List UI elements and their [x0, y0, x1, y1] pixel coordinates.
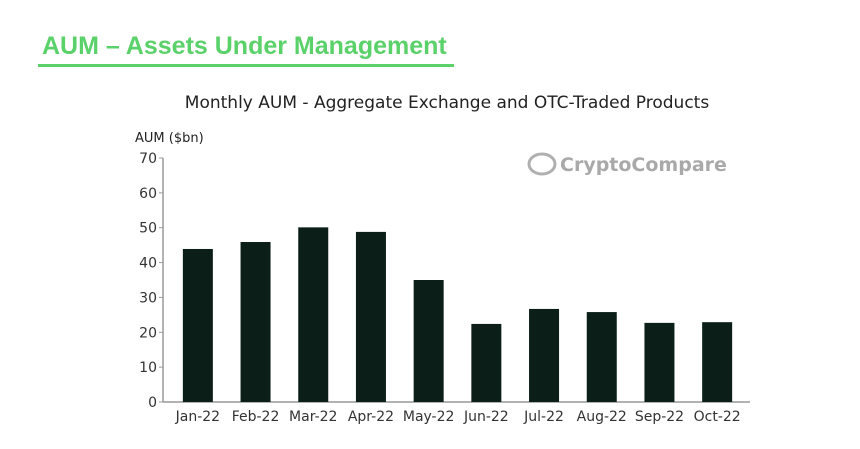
chart-icon: [527, 152, 557, 176]
y-tick-label: 60: [139, 186, 157, 202]
bar-Oct-22: [702, 322, 733, 402]
x-tick-label: Aug-22: [577, 409, 627, 425]
x-tick-label: Jul-22: [523, 409, 564, 425]
watermark-text: CryptoCompare: [560, 154, 727, 176]
x-tick-label: Oct-22: [694, 409, 741, 425]
x-tick-label: Mar-22: [289, 409, 337, 425]
bar-Jul-22: [529, 308, 560, 402]
y-tick-label: 50: [139, 221, 157, 237]
y-tick-label: 30: [139, 290, 157, 306]
watermark-logo: CryptoCompare: [527, 152, 727, 176]
chart-title: Monthly AUM - Aggregate Exchange and OTC…: [185, 93, 710, 113]
y-tick-label: 40: [139, 256, 157, 272]
y-tick-label: 0: [148, 395, 157, 411]
x-tick-label: Sep-22: [635, 409, 684, 425]
x-tick-label: Jun-22: [463, 409, 509, 425]
bar-Jan-22: [182, 248, 213, 402]
bar-Sep-22: [644, 322, 675, 402]
x-tick-label: Apr-22: [348, 409, 394, 425]
y-tick-label: 20: [139, 325, 157, 341]
bar-May-22: [413, 280, 444, 402]
bar-Aug-22: [586, 312, 617, 402]
x-tick-label: Feb-22: [232, 409, 280, 425]
section-heading: AUM – Assets Under Management: [42, 32, 447, 60]
x-tick-label: May-22: [403, 409, 455, 425]
y-tick-label: 70: [139, 151, 157, 167]
bar-Apr-22: [355, 231, 386, 402]
y-tick-label: 10: [139, 360, 157, 376]
y-axis-label: AUM ($bn): [135, 131, 204, 146]
heading-underline: [38, 64, 454, 67]
x-tick-label: Jan-22: [175, 409, 220, 425]
bar-Mar-22: [298, 227, 329, 402]
bar-Feb-22: [240, 242, 271, 402]
bar-Jun-22: [471, 323, 502, 402]
